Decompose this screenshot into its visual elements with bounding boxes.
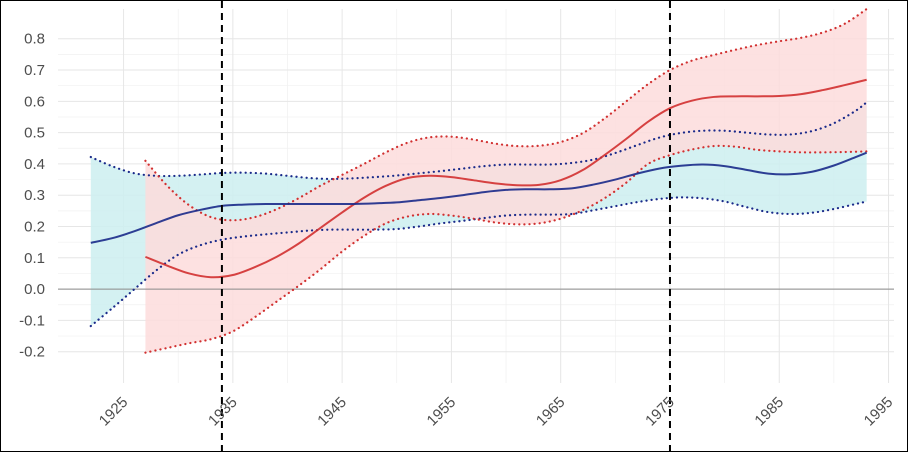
y-tick-label: -0.2: [19, 344, 45, 361]
y-tick-label: 0.7: [24, 62, 45, 79]
confidence-bounds: [89, 7, 868, 354]
y-tick-label: -0.1: [19, 312, 45, 329]
x-axis-labels: 1925 1935 1945 1955 1965 1975 1985 1995: [96, 394, 897, 430]
x-tick-label: 1925: [96, 394, 132, 430]
y-tick-label: 0.6: [24, 93, 45, 110]
red-confidence-band: [145, 9, 867, 353]
y-axis-labels: -0.2 -0.1 0.0 0.1 0.2 0.3 0.4 0.5 0.6 0.7 0.8: [19, 31, 45, 361]
y-tick-label: 0.4: [24, 156, 45, 173]
blue-lower-bound: [89, 196, 868, 328]
x-tick-label: 1955: [424, 394, 460, 430]
x-tick-label: 1995: [861, 394, 897, 430]
red-fit-line: [145, 78, 867, 279]
reference-lines: [220, 1, 671, 451]
y-tick-label: 0.0: [24, 281, 45, 298]
y-tick-label: 0.8: [24, 31, 45, 48]
y-tick-label: 0.5: [24, 125, 45, 142]
x-tick-label: 1985: [751, 394, 787, 430]
x-tick-label: 1965: [533, 394, 569, 430]
red-upper-bound: [144, 7, 868, 222]
confidence-bands: [90, 9, 867, 353]
blue-upper-bound: [89, 101, 868, 181]
x-tick-label: 1945: [314, 394, 350, 430]
y-tick-label: 0.2: [24, 219, 45, 236]
y-tick-label: 0.1: [24, 250, 45, 267]
y-tick-label: 0.3: [24, 187, 45, 204]
x-tick-label: 1975: [642, 394, 678, 430]
